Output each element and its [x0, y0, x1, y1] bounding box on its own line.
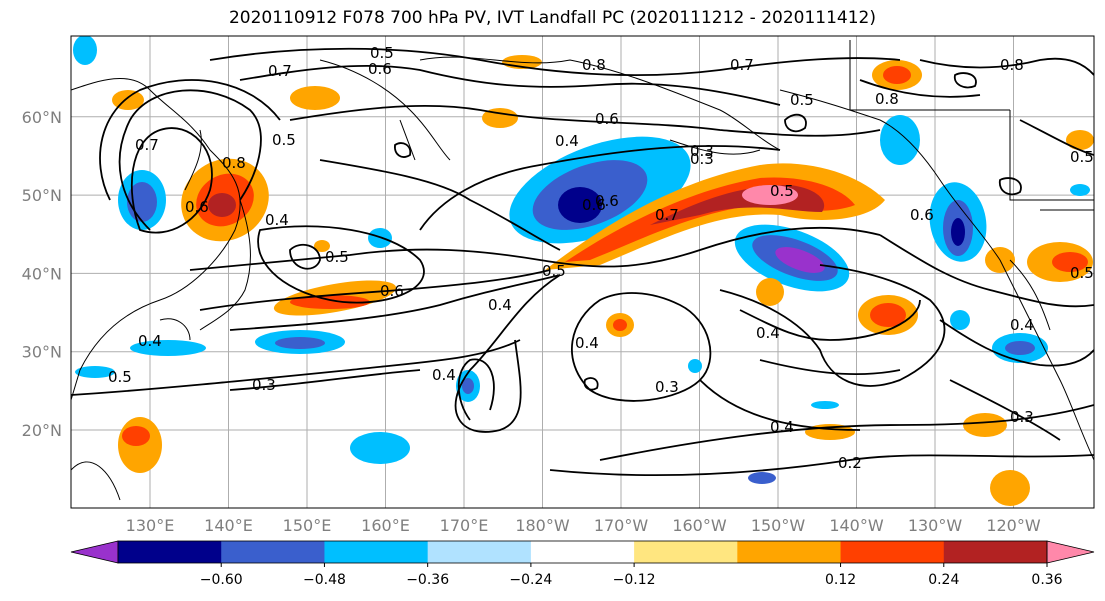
contour-label: 0.4	[432, 366, 456, 384]
contour-label: 0.5	[108, 368, 132, 386]
longitude-labels: 130°E 140°E 150°E 160°E 170°E 180°W 170°W 160°W…	[126, 516, 1041, 535]
contour-label: 0.6	[910, 206, 934, 224]
pv-contours	[71, 47, 1094, 477]
colorbar-segment	[943, 541, 1048, 563]
contour-label: 0.3	[690, 150, 714, 168]
colorbar-segment	[221, 541, 325, 563]
colorbar-label: 0.24	[928, 572, 959, 588]
latitude-label: 50°N	[22, 186, 62, 205]
map-border	[70, 35, 1095, 509]
contour-label: 0.7	[268, 62, 292, 80]
colorbar-outline	[117, 540, 1048, 564]
colorbar-label: −0.12	[613, 572, 656, 588]
colorbar-segment	[118, 541, 222, 563]
contour-label: 0.2	[838, 454, 862, 472]
colorbar-labels: −0.60−0.48−0.36−0.24−0.120.120.240.360.4…	[200, 563, 1063, 588]
latitude-label: 20°N	[22, 421, 62, 440]
contour-label: 0.5	[272, 131, 296, 149]
longitude-label: 170°W	[594, 516, 649, 535]
longitude-label: 150°W	[751, 516, 806, 535]
contour-label: 0.7	[730, 56, 754, 74]
contour-label: 0.4	[770, 418, 794, 436]
longitude-label: 170°E	[440, 516, 489, 535]
contour-label: 0.6	[595, 110, 619, 128]
contour-label: 0.4	[1010, 316, 1034, 334]
colorbar-label: −0.48	[303, 572, 346, 588]
contour-label: 0.3	[690, 142, 714, 160]
colorbar-label: 0.36	[1031, 572, 1062, 588]
longitude-label: 160°E	[361, 516, 410, 535]
contour-label: 0.5	[542, 262, 566, 280]
contour-label: 0.8	[875, 90, 899, 108]
colorbar-segment	[427, 541, 532, 563]
map-panel	[71, 36, 1094, 508]
longitude-label: 130°W	[908, 516, 963, 535]
longitude-label: 150°E	[283, 516, 332, 535]
contour-label: 0.4	[138, 332, 162, 350]
colorbar-label: −0.36	[406, 572, 449, 588]
colorbar-segment	[840, 541, 945, 563]
latitude-label: 40°N	[22, 264, 62, 283]
contour-label: 0.6	[185, 198, 209, 216]
longitude-label: 120°W	[986, 516, 1041, 535]
contour-label: 0.8	[582, 56, 606, 74]
contour-label: 0.7	[135, 136, 159, 154]
colorbar	[70, 540, 1095, 564]
contour-label: 0.8	[222, 154, 246, 172]
longitude-label: 130°E	[126, 516, 175, 535]
contour-label: 0.3	[655, 378, 679, 396]
contour-label: 0.6	[380, 282, 404, 300]
colorbar-label: −0.60	[200, 572, 243, 588]
contour-label: 0.8	[1000, 56, 1024, 74]
colorbar-segment	[634, 541, 738, 563]
contour-label: 0.4	[265, 211, 289, 229]
contour-label: 0.7	[655, 206, 679, 224]
latitude-label: 60°N	[22, 108, 62, 127]
colorbar-segment	[530, 541, 635, 563]
contour-label: 0.3	[1010, 408, 1034, 426]
contour-label: 0.4	[756, 324, 780, 342]
longitude-label: 160°W	[672, 516, 727, 535]
contour-label: 0.5	[370, 44, 394, 62]
contour-label: 0.5	[325, 248, 349, 266]
longitude-label: 140°E	[204, 516, 253, 535]
colorbar-segment	[324, 541, 429, 563]
contour-label: 0.3	[252, 376, 276, 394]
colorbar-label: 0.12	[825, 572, 856, 588]
contour-labels: 0.5 0.6 0.7 0.8 0.6 0.6 0.7 0.5 0.8 0.8 …	[108, 44, 1094, 472]
contour-label: 0.5	[1070, 264, 1094, 282]
contour-label: 0.5	[770, 182, 794, 200]
contour-label: 0.5	[790, 91, 814, 109]
contour-label: 0.4	[575, 334, 599, 352]
contour-label: 0.4	[555, 132, 579, 150]
coastlines	[71, 40, 1094, 501]
colorbar-extend-high	[1046, 540, 1095, 564]
map-title: 2020110912 F078 700 hPa PV, IVT Landfall…	[228, 8, 876, 28]
colorbar-extend-low	[70, 540, 119, 564]
longitude-label: 140°W	[829, 516, 884, 535]
longitude-label: 180°W	[515, 516, 570, 535]
contour-label: 0.4	[488, 296, 512, 314]
latitude-labels: 60°N 50°N 40°N 30°N 20°N	[22, 108, 62, 440]
contour-label: 0.6	[595, 192, 619, 210]
pv-shading	[73, 36, 1094, 506]
latitude-label: 30°N	[22, 343, 62, 362]
contour-label: 0.5	[1070, 148, 1094, 166]
contour-label: 0.6	[368, 60, 392, 78]
contour-label: 0.6	[582, 196, 606, 214]
colorbar-label: −0.24	[509, 572, 552, 588]
colorbar-segment	[737, 541, 842, 563]
